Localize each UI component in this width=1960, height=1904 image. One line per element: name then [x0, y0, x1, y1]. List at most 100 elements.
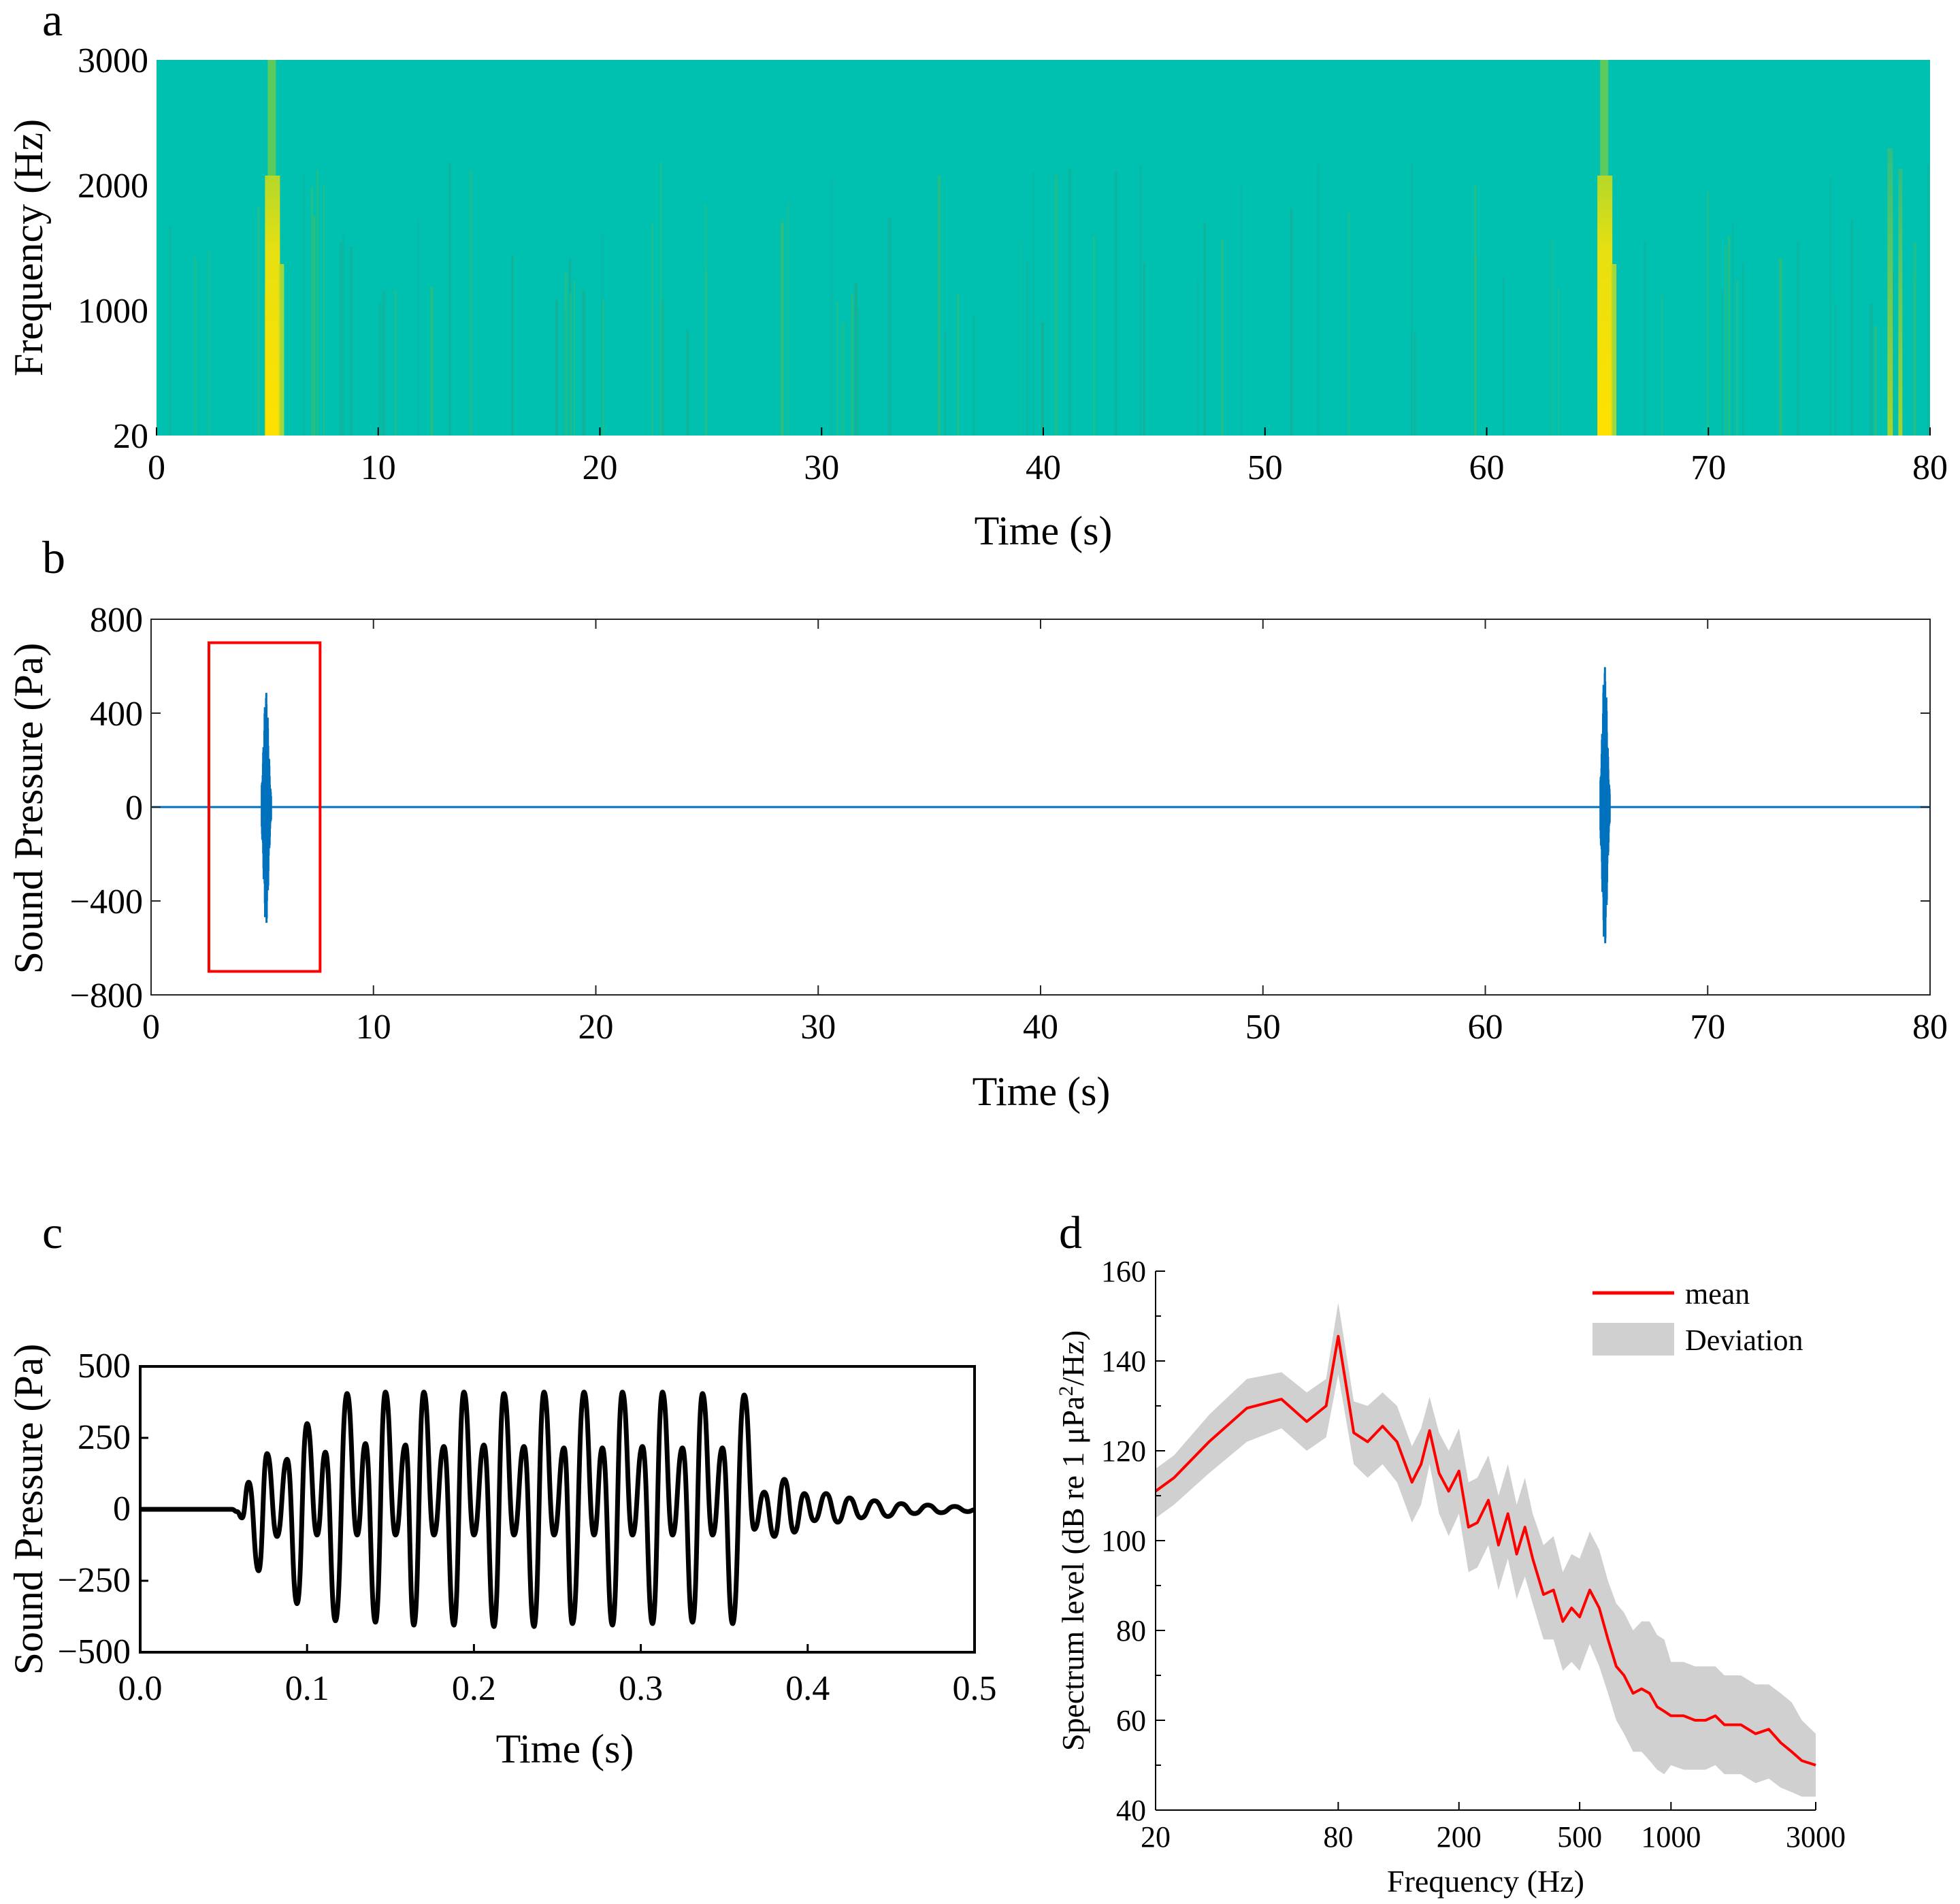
spectrogram-streak [704, 205, 707, 436]
spectrogram-streak [1778, 258, 1782, 436]
spectrogram-streak [1203, 223, 1207, 436]
b-y-tick-label: 0 [125, 789, 143, 827]
spectrogram-streak [430, 286, 434, 436]
a-x-tick-label: 50 [1247, 448, 1283, 487]
c-signal [140, 1390, 975, 1629]
spectrogram-streak [830, 178, 834, 436]
b-x-tick-label: 60 [1468, 1008, 1503, 1047]
spectrogram-streak [1474, 185, 1477, 436]
c-y-ticks: 500 250 0 −250 −500 [58, 1347, 148, 1671]
b-x-tick-label: 10 [356, 1008, 391, 1047]
c-y-tick-label: 0 [113, 1490, 131, 1528]
b-y-tick-label: −400 [70, 883, 143, 921]
a-y-tick-label: 20 [113, 417, 148, 456]
spectrogram-streak [601, 233, 604, 436]
d-x-axis-label: Frequency (Hz) [1387, 1864, 1584, 1899]
spectrogram-streak [394, 290, 397, 436]
a-x-ticks: 0 10 20 30 40 50 60 70 80 [148, 427, 1948, 487]
d-deviation-band [1156, 1302, 1816, 1797]
d-y-tick-label: 80 [1116, 1614, 1146, 1647]
a-x-tick-label: 60 [1469, 448, 1505, 487]
spectrogram-streak [836, 301, 838, 436]
spectrogram-streak [1474, 255, 1477, 436]
spectrogram-streak [564, 308, 566, 436]
b-burst [1599, 667, 1611, 944]
b-y-tick-label: −800 [70, 976, 143, 1015]
spectrogram-streak [1041, 322, 1045, 436]
spectrogram-streak [1913, 278, 1915, 436]
spectrogram-streak [1850, 219, 1853, 436]
spectrogram-streak [564, 273, 568, 436]
spectrogram-streak [582, 289, 585, 436]
spectrogram-streak [1240, 182, 1243, 436]
b-x-tick-label: 70 [1690, 1008, 1725, 1047]
c-x-tick-label: 0.4 [785, 1669, 830, 1708]
c-y-tick-label: −500 [58, 1632, 131, 1671]
b-x-tick-label: 80 [1912, 1008, 1948, 1047]
spectrogram-streak [1115, 171, 1117, 436]
spectrogram-streak [841, 322, 845, 436]
spectrogram-streak [382, 291, 386, 436]
legend-mean-label: mean [1685, 1277, 1750, 1311]
spectrogram-streak [944, 331, 947, 436]
d-x-tick-label: 20 [1141, 1820, 1171, 1854]
a-y-axis-label: Frequency (Hz) [6, 119, 51, 376]
spectrogram-streak [316, 170, 319, 436]
spectrogram-streak [1796, 241, 1799, 436]
spectrogram-streak [1913, 242, 1917, 436]
spectrogram-streak [342, 233, 344, 436]
event-tail [278, 264, 284, 436]
a-x-tick-label: 20 [583, 448, 618, 487]
d-x-tick-label: 200 [1437, 1820, 1482, 1854]
spectrogram-streak [1414, 332, 1417, 436]
a-x-tick-label: 40 [1026, 448, 1061, 487]
spectrogram-streak [1093, 236, 1095, 436]
d-x-tick-label: 3000 [1786, 1820, 1846, 1854]
a-x-tick-label: 10 [361, 448, 396, 487]
spectrogram-streak [659, 162, 662, 436]
spectrogram-streak [1834, 303, 1837, 436]
event-core [1597, 176, 1613, 436]
spectrogram-streak [511, 255, 514, 436]
d-x-tick-label: 80 [1323, 1820, 1353, 1854]
spectrogram-streak [1874, 325, 1878, 436]
spectrogram-streak [1869, 303, 1874, 436]
b-y-axis-label: Sound Pressure (Pa) [6, 643, 51, 974]
spectrogram-streak [661, 300, 664, 436]
spectrogram-streak [303, 174, 306, 436]
spectrogram-streak [1643, 242, 1646, 436]
d-y-axis-label: Spectrum level (dB re 1 μPa2/Hz) [1055, 1330, 1091, 1751]
spectrogram-streak [193, 257, 197, 436]
spectrogram-streak [1032, 171, 1035, 436]
d-x-tick-label: 1000 [1641, 1820, 1701, 1854]
c-y-tick-label: 250 [78, 1418, 131, 1457]
spectrogram-streak [1829, 178, 1831, 436]
spectrogram-streak [854, 283, 858, 436]
spectrogram-streak [937, 175, 941, 436]
spectrogram-streak [1721, 289, 1723, 436]
spectrogram-streak [1140, 166, 1143, 436]
spectrogram-streaks [169, 162, 1929, 436]
d-y-tick-label: 160 [1101, 1255, 1146, 1288]
spectrogram-streak [1725, 245, 1727, 436]
event-core [265, 176, 280, 436]
spectrogram-streak [310, 186, 314, 436]
c-x-ticks: 0.0 0.1 0.2 0.3 0.4 0.5 [118, 1644, 997, 1708]
spectrogram-streak [1221, 240, 1224, 436]
a-y-tick-label: 1000 [78, 292, 148, 331]
spectrogram-streak [706, 271, 708, 436]
spectrogram-streak [851, 295, 854, 436]
spectrogram-streak [602, 300, 604, 436]
spectrogram-streak [686, 329, 689, 436]
spectrogram-streak [1727, 235, 1731, 436]
waveform-panel: 0 10 20 30 40 50 60 70 80 800 400 0 −400 −800 Time (… [6, 601, 1948, 1114]
spectrogram-streak [257, 207, 260, 436]
c-x-tick-label: 0.5 [953, 1669, 997, 1708]
spectrogram-streak [973, 315, 975, 436]
event-weak [1898, 169, 1903, 436]
a-y-tick-label: 2000 [78, 167, 148, 206]
spectrogram-streak [378, 302, 382, 436]
spectrogram-streak [569, 293, 572, 436]
d-y-label-suffix: /Hz) [1056, 1330, 1090, 1386]
